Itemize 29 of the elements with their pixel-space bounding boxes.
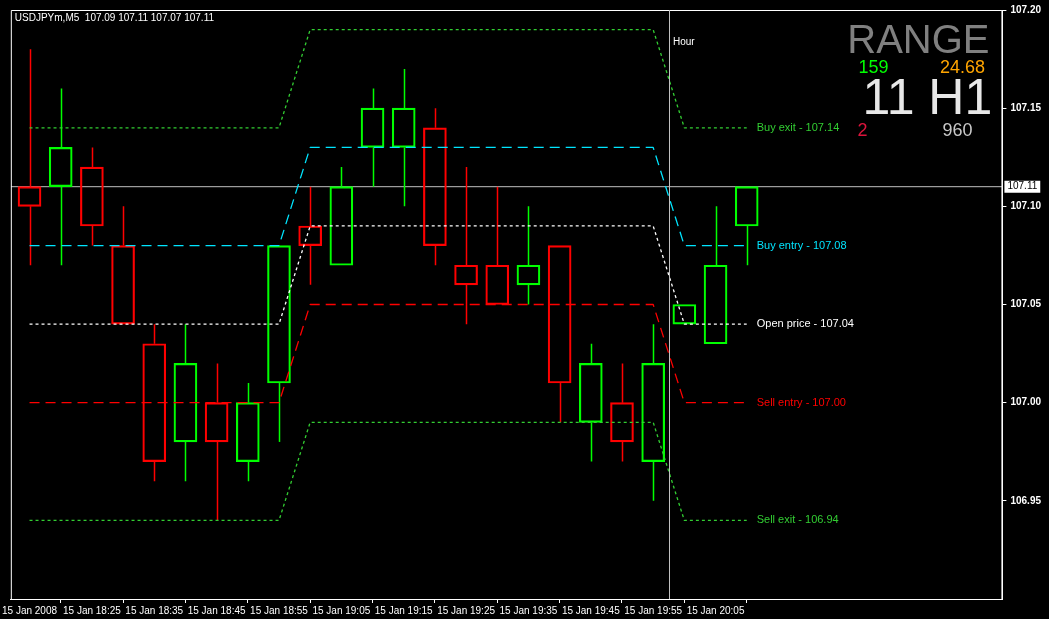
x-tick-label: 15 Jan 19:45 — [561, 604, 621, 616]
series-label: Sell exit - 106.94 — [756, 513, 839, 526]
ref-line-label: 107.11 — [1007, 180, 1038, 192]
x-tick-label: 15 Jan 18:45 — [187, 604, 246, 616]
x-tick-label: 15 Jan 19:25 — [437, 604, 496, 616]
series-label: Buy exit - 107.14 — [756, 120, 840, 133]
x-tick-label: 15 Jan 19:55 — [624, 604, 683, 616]
annotation: Hour — [673, 35, 696, 47]
y-tick-label: 107.05 — [1010, 298, 1042, 310]
x-tick-label: 15 Jan 18:35 — [125, 604, 184, 616]
y-tick-label: 107.20 — [1010, 3, 1042, 15]
y-tick-label: 106.95 — [1010, 494, 1042, 506]
y-tick-label: 107.15 — [1010, 101, 1042, 113]
y-tick-label: 107.00 — [1010, 396, 1042, 408]
series-label: Open price - 107.04 — [756, 317, 854, 330]
x-tick-label: 15 Jan 18:55 — [250, 604, 309, 616]
x-tick-label: 15 Jan 19:05 — [312, 604, 371, 616]
text: 960 — [942, 119, 973, 140]
x-tick-label: 15 Jan 20:05 — [686, 604, 745, 616]
x-tick-label: 15 Jan 18:25 — [62, 604, 122, 616]
chart-title: USDJPYm,M5 107.09 107.11 107.07 107.11 — [14, 11, 215, 23]
x-tick-label: 15 Jan 19:35 — [499, 604, 558, 616]
y-tick-label: 107.10 — [1010, 200, 1042, 212]
x-tick-label: 15 Jan 2008 — [1, 604, 58, 616]
series-label: Buy entry - 107.08 — [756, 238, 847, 251]
x-tick-label: 15 Jan 19:15 — [374, 604, 434, 616]
series-label: Sell entry - 107.00 — [756, 395, 846, 408]
text: 24.68 — [939, 56, 985, 77]
text: 2 — [857, 119, 868, 140]
